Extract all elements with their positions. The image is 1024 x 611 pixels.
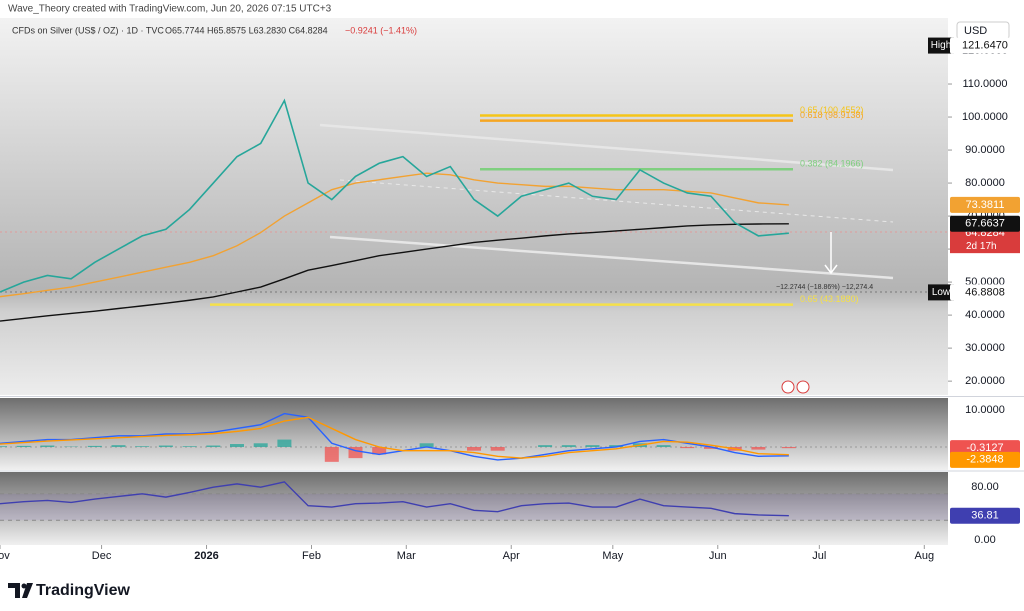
channel-lower <box>329 235 894 280</box>
x-tick-label: Nov <box>0 550 10 562</box>
x-tick-label: Mar <box>397 550 416 562</box>
histogram-bar <box>277 439 292 447</box>
series-line <box>0 223 789 322</box>
macd-value-bg <box>950 451 1020 468</box>
histogram-bar <box>348 446 363 459</box>
x-tick-label: Aug <box>915 550 935 562</box>
series-line <box>0 481 789 517</box>
low-tag: Low <box>932 287 951 298</box>
y-tick-label: 80.0000 <box>965 177 1005 189</box>
credit: Wave_Theory created with TradingView.com… <box>8 4 332 15</box>
x-tick-label: Dec <box>92 550 112 562</box>
event-icon[interactable] <box>781 380 795 394</box>
histogram-bar <box>585 445 600 447</box>
histogram-bar <box>182 446 197 447</box>
x-tick-label: Feb <box>302 550 321 562</box>
histogram-bar <box>781 446 796 449</box>
rsi-value: 36.81 <box>971 510 999 522</box>
low-value-bg <box>950 284 1020 301</box>
countdown-bg <box>950 239 1020 254</box>
series-line <box>0 412 789 461</box>
histogram-bar <box>704 446 718 449</box>
rsi-pane <box>0 472 948 545</box>
last-value: 73.3811 <box>966 199 1005 211</box>
last-value: 67.6637 <box>965 218 1005 230</box>
histogram-bar <box>16 445 31 447</box>
histogram-bar <box>751 446 766 450</box>
x-tick-label: 2026 <box>194 550 218 562</box>
ohlc: O65.7744 H65.8575 L63.2830 C64.8284 <box>165 25 328 35</box>
low-value: 46.8808 <box>965 286 1005 298</box>
logo: TradingView <box>8 582 131 599</box>
fib-label: 0.382 (84.1966) <box>800 159 864 169</box>
histogram-bar <box>490 446 505 451</box>
y-tick-label: 30.0000 <box>965 342 1005 354</box>
change: −0.9241 (−1.41%) <box>345 25 417 35</box>
histogram-bar <box>538 445 553 447</box>
y-tick-label: 10.0000 <box>965 404 1005 416</box>
histogram-bar <box>680 446 695 449</box>
high-value: 121.6470 <box>962 39 1008 51</box>
high-tag-bg <box>928 37 954 54</box>
histogram-value: -0.3127 <box>966 442 1003 454</box>
fib-label: 0.65 (43.1880) <box>800 294 859 304</box>
rsi-value-bg <box>950 507 1020 524</box>
high-tag: High <box>931 40 952 51</box>
macd-value: -2.3848 <box>966 454 1003 466</box>
logo-mark <box>8 583 33 598</box>
histogram-bar <box>111 445 126 447</box>
x-tick-label: May <box>602 550 623 562</box>
histogram-bar <box>206 445 221 447</box>
symbol: CFDs on Silver (US$ / OZ) · 1D · TVC <box>12 25 164 35</box>
histogram-bar <box>0 446 7 447</box>
x-tick-label: Jul <box>812 550 826 562</box>
logo-text: TradingView <box>36 582 131 599</box>
y-tick-label: 80.00 <box>971 481 999 493</box>
channel-upper <box>319 123 894 172</box>
series-line <box>0 416 789 459</box>
logo-dot <box>21 583 27 589</box>
macd-pane <box>0 398 948 470</box>
event-icon[interactable] <box>796 380 810 394</box>
histogram-bar <box>230 444 244 447</box>
histogram-bar <box>656 445 671 447</box>
histogram-bar <box>372 446 387 455</box>
histogram-bar <box>419 443 434 447</box>
rsi-band <box>0 493 948 521</box>
histogram-bar <box>609 445 624 447</box>
histogram-bar <box>253 443 268 447</box>
last-value-bg <box>950 215 1020 232</box>
high-value-bg <box>950 37 1020 54</box>
y-tick-label: 100.0000 <box>962 111 1008 123</box>
low-tag-bg <box>928 284 954 301</box>
countdown: 2d 17h <box>966 241 997 252</box>
histogram-bar <box>324 446 339 462</box>
x-tick-label: Jun <box>709 550 727 562</box>
series-line <box>0 98 789 293</box>
y-tick-label: 40.0000 <box>965 309 1005 321</box>
histogram-bar <box>135 446 150 447</box>
histogram-bar <box>40 445 55 447</box>
fib-label: 0.65 (100.4552) <box>800 105 864 115</box>
currency: USD <box>964 25 987 37</box>
y-tick-label: 90.0000 <box>965 144 1005 156</box>
x-tick-label: Apr <box>503 550 520 562</box>
arrow-head <box>824 264 838 275</box>
histogram-bar <box>561 445 576 447</box>
last-value-bg <box>950 196 1020 213</box>
y-tick-label: 20.0000 <box>965 375 1005 387</box>
histogram-bar <box>87 445 102 447</box>
main-pane <box>0 18 948 395</box>
drawings: −12.2744 (−18.86%) −12,274.4 <box>0 123 948 394</box>
y-tick-label: 0.00 <box>974 534 995 546</box>
measure: −12.2744 (−18.86%) −12,274.4 <box>776 284 873 291</box>
histogram-bar <box>467 446 481 451</box>
series-line <box>0 172 789 298</box>
y-tick-label: 110.0000 <box>962 78 1007 90</box>
histogram-bar <box>158 445 173 447</box>
fib-label: 0.618 (98.9138) <box>800 110 864 120</box>
